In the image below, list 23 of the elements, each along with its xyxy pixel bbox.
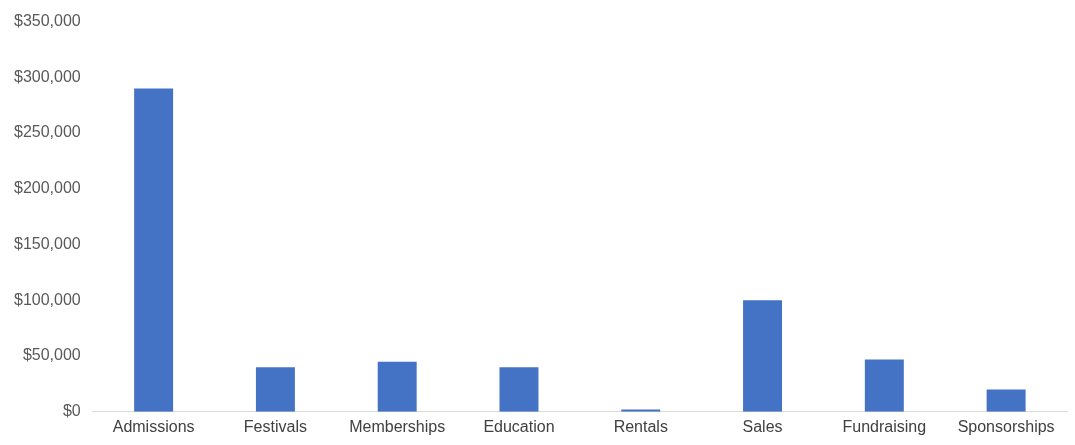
y-tick-label: $50,000 <box>22 346 81 364</box>
bar <box>864 359 904 412</box>
bar <box>255 367 295 412</box>
y-tick-label: $0 <box>62 402 81 420</box>
bar <box>743 300 783 412</box>
bar <box>499 367 539 412</box>
x-tick-label: Rentals <box>613 417 668 435</box>
x-tick-label: Memberships <box>349 417 446 435</box>
x-tick-label: Fundraising <box>842 417 927 435</box>
bar <box>377 361 417 412</box>
bar <box>134 88 174 412</box>
y-tick-label: $350,000 <box>14 12 81 30</box>
y-tick-label: $150,000 <box>14 234 81 252</box>
bar <box>986 389 1026 412</box>
x-tick-label: Sales <box>742 417 783 435</box>
y-tick-label: $300,000 <box>14 67 81 85</box>
x-tick-label: Festivals <box>243 417 307 435</box>
x-tick-label: Sponsorships <box>957 417 1055 435</box>
x-tick-label: Education <box>483 417 555 435</box>
y-tick-label: $250,000 <box>14 123 81 141</box>
x-tick-label: Admissions <box>112 417 195 435</box>
y-tick-label: $200,000 <box>14 179 81 197</box>
y-tick-label: $100,000 <box>14 290 81 308</box>
